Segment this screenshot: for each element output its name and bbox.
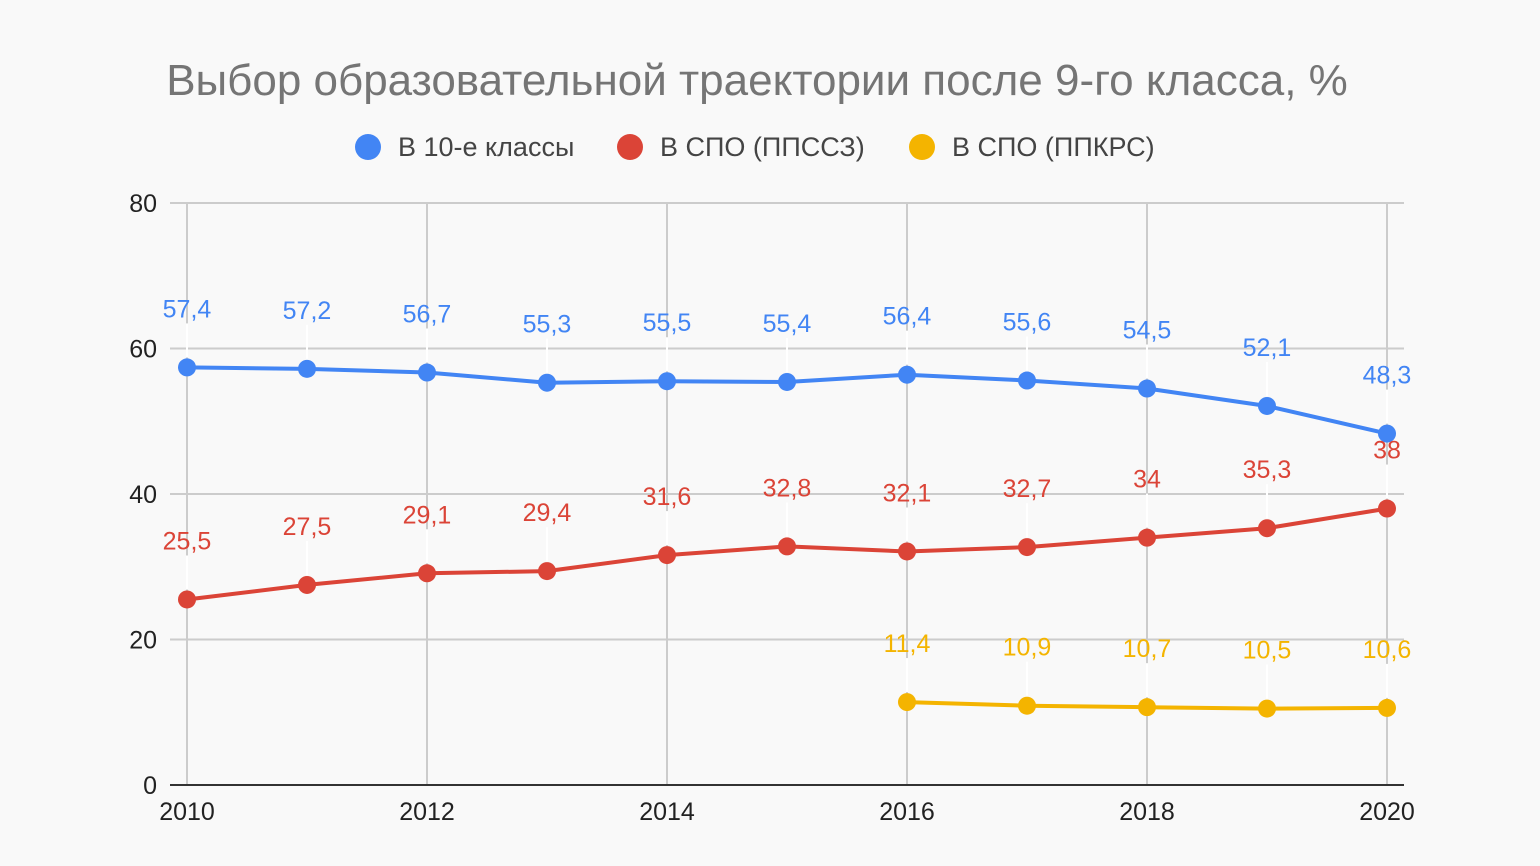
- data-point-3-2020: [1378, 698, 1396, 717]
- chart-title: Выбор образовательной траектории после 9…: [166, 56, 1348, 105]
- data-label-1-2012: 56,7: [403, 301, 452, 329]
- data-point-1-2015: [778, 372, 796, 391]
- y-tick-label-20: 20: [129, 627, 157, 655]
- y-tick-label-80: 80: [129, 190, 157, 218]
- data-label-2-2013: 29,4: [523, 499, 572, 527]
- data-label-1-2015: 55,4: [763, 310, 812, 338]
- data-label-2-2011: 27,5: [283, 513, 332, 541]
- data-point-2-2017: [1018, 538, 1036, 557]
- data-label-2-2010: 25,5: [163, 527, 212, 555]
- data-label-3-2018: 10,7: [1123, 635, 1172, 663]
- data-point-1-2013: [538, 373, 556, 392]
- data-label-3-2020: 10,6: [1363, 636, 1412, 664]
- legend: В 10-е классы В СПО (ППССЗ) В СПО (ППКРС): [355, 132, 1155, 162]
- data-label-2-2017: 32,7: [1003, 475, 1052, 503]
- data-point-3-2016: [898, 693, 916, 712]
- legend-marker-1: [355, 134, 381, 160]
- data-label-2-2016: 32,1: [883, 479, 932, 507]
- legend-label-2: В СПО (ППССЗ): [660, 132, 865, 162]
- x-axis-ticks: 2010 2012 2014 2016 2018 2020: [159, 798, 1415, 826]
- data-point-2-2012: [418, 564, 436, 583]
- y-tick-label-0: 0: [143, 772, 157, 800]
- data-point-2-2016: [898, 542, 916, 561]
- data-point-1-2012: [418, 363, 436, 382]
- data-point-1-2019: [1258, 396, 1276, 415]
- data-label-1-2016: 56,4: [883, 303, 932, 331]
- data-point-3-2017: [1018, 696, 1036, 715]
- data-point-1-2011: [298, 359, 316, 378]
- data-point-2-2018: [1138, 528, 1156, 547]
- data-point-2-2015: [778, 537, 796, 556]
- data-labels: 57,4 57,2 56,7 55,3 55,5 55,4 56,4 55,6 54,5 52,1…: [163, 295, 1412, 699]
- data-point-2-2019: [1258, 519, 1276, 538]
- data-label-2-2015: 32,8: [763, 474, 812, 502]
- data-point-1-2017: [1018, 371, 1036, 390]
- data-label-1-2017: 55,6: [1003, 309, 1052, 337]
- data-point-1-2016: [898, 365, 916, 384]
- x-tick-label-2010: 2010: [159, 798, 215, 826]
- data-label-3-2019: 10,5: [1243, 637, 1292, 665]
- data-label-3-2017: 10,9: [1003, 634, 1052, 662]
- data-label-1-2013: 55,3: [523, 311, 572, 339]
- x-tick-label-2016: 2016: [879, 798, 935, 826]
- x-tick-label-2014: 2014: [639, 798, 695, 826]
- data-point-2-2020: [1378, 499, 1396, 518]
- x-tick-label-2018: 2018: [1119, 798, 1175, 826]
- data-label-1-2014: 55,5: [643, 309, 692, 337]
- data-label-2-2018: 34: [1133, 466, 1161, 494]
- data-label-1-2018: 54,5: [1123, 317, 1172, 345]
- data-label-1-2010: 57,4: [163, 295, 212, 323]
- data-label-2-2012: 29,1: [403, 501, 452, 529]
- data-label-2-2019: 35,3: [1243, 456, 1292, 484]
- data-point-2-2010: [178, 590, 196, 609]
- data-label-1-2020: 48,3: [1363, 362, 1412, 390]
- data-point-3-2018: [1138, 698, 1156, 717]
- data-point-2-2011: [298, 575, 316, 594]
- data-point-1-2010: [178, 358, 196, 377]
- data-point-2-2013: [538, 562, 556, 581]
- data-label-2-2014: 31,6: [643, 483, 692, 511]
- legend-marker-3: [909, 134, 935, 160]
- data-label-3-2016: 11,4: [884, 630, 931, 658]
- data-point-1-2018: [1138, 379, 1156, 398]
- data-point-1-2020: [1378, 424, 1396, 443]
- data-point-3-2019: [1258, 699, 1276, 718]
- data-label-1-2019: 52,1: [1243, 334, 1292, 362]
- data-label-2-2020: 38: [1373, 437, 1401, 465]
- y-tick-label-60: 60: [129, 336, 157, 364]
- y-axis-ticks: 0 20 40 60 80: [129, 190, 157, 800]
- series-group: [178, 358, 1396, 718]
- legend-label-3: В СПО (ППКРС): [952, 132, 1155, 162]
- legend-marker-2: [617, 134, 643, 160]
- y-tick-label-40: 40: [129, 481, 157, 509]
- data-point-2-2014: [658, 546, 676, 565]
- data-point-1-2014: [658, 372, 676, 391]
- x-tick-label-2020: 2020: [1359, 798, 1415, 826]
- x-tick-label-2012: 2012: [399, 798, 455, 826]
- data-label-1-2011: 57,2: [283, 297, 332, 325]
- legend-label-1: В 10-е классы: [398, 132, 574, 162]
